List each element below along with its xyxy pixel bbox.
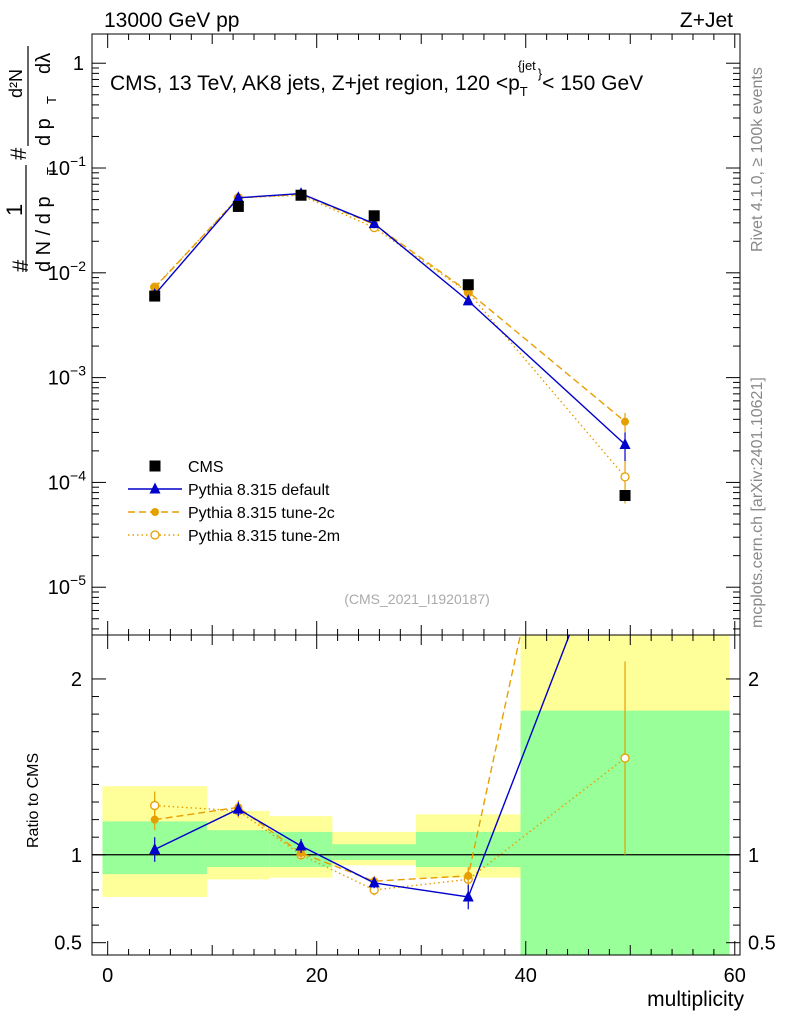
analysis-watermark: (CMS_2021_I1920187) <box>344 591 490 607</box>
series-line-pythia-8-315-default <box>154 192 626 446</box>
data-point-pythia-8-315-tune-2c <box>621 417 630 426</box>
legend-label: Pythia 8.315 tune-2m <box>188 528 340 545</box>
title-sup-jet: {jet <box>518 58 536 73</box>
series-cms <box>149 189 631 502</box>
ylabel-d2n: d²N <box>6 69 26 98</box>
y-tick-label: 10−5 <box>48 572 86 599</box>
ratio-point-pythia-8-315-default <box>462 890 474 902</box>
ylabel-one: 1 <box>2 204 27 216</box>
legend-marker <box>151 508 159 516</box>
data-point-cms <box>295 189 307 201</box>
rivet-version-label: Rivet 4.1.0, ≥ 100k events <box>749 67 766 252</box>
title-tail: < 150 GeV <box>542 72 643 95</box>
y-tick-base: 10 <box>48 368 70 390</box>
ylabel-hash-1: # <box>8 259 33 272</box>
legend-marker <box>150 530 160 540</box>
series-line-pythia-8-315-tune-2m <box>154 194 626 478</box>
uncertainty-band-green <box>332 844 416 861</box>
ratio-point-pythia-8-315-default <box>295 839 307 851</box>
title-sup-close: } <box>538 66 543 81</box>
main-plot-area <box>92 34 740 635</box>
ratio-y-tick-label-right: 1 <box>748 845 759 867</box>
x-tick-label: 0 <box>102 965 113 987</box>
y-tick-exponent: −1 <box>70 153 86 169</box>
legend-label: Pythia 8.315 default <box>188 482 330 499</box>
ylabel-dlambda: dλ <box>33 53 55 74</box>
y-tick-base: 10 <box>48 577 70 599</box>
main-y-axis-title: # 1 d N / d p T # d²N d p T dλ <box>2 46 59 272</box>
ylabel-dpt: d p <box>33 118 55 146</box>
ratio-point-pythia-8-315-default <box>232 802 244 814</box>
ratio-y-tick-label-left: 2 <box>71 669 82 691</box>
data-point-pythia-8-315-default <box>232 191 244 203</box>
data-point-pythia-8-315-tune-2m <box>620 472 630 482</box>
x-axis-title: multiplicity <box>647 988 744 1011</box>
ratio-line-pythia-8-315-tune-2c <box>154 635 522 882</box>
y-tick-exponent: −4 <box>70 467 86 483</box>
legend-entry-pythia-8-315-default: Pythia 8.315 default <box>128 482 330 499</box>
ratio-y-axis-title: Ratio to CMS <box>25 753 42 848</box>
header-energy-label: 13000 GeV pp <box>104 9 239 32</box>
data-point-pythia-8-315-default <box>368 217 380 229</box>
ratio-point-pythia-8-315-tune-2c <box>150 815 159 824</box>
header-process-label: Z+Jet <box>680 9 733 32</box>
legend-marker <box>149 482 161 494</box>
ratio-y-tick-label-right: 2 <box>748 669 759 691</box>
ylabel-hash-2: # <box>6 147 31 160</box>
legend-entry-cms: CMS <box>149 459 224 476</box>
legend-marker <box>149 460 161 472</box>
y-tick-label: 10−3 <box>48 363 86 390</box>
title-main: CMS, 13 TeV, AK8 jets, Z+jet region, 120… <box>110 72 520 95</box>
x-tick-label: 60 <box>724 965 746 987</box>
ratio-y-tick-label-left: 0.5 <box>54 933 82 955</box>
uncertainty-band-green <box>206 830 270 868</box>
y-tick-exponent: −5 <box>70 572 86 588</box>
ylabel-t-sub-2: T <box>44 96 59 104</box>
legend: CMS Pythia 8.315 default Pythia 8.315 tune… <box>128 459 340 545</box>
chart-title: CMS, 13 TeV, AK8 jets, Z+jet region, 120… <box>110 58 643 99</box>
legend-label: CMS <box>188 459 224 476</box>
ratio-point-pythia-8-315-tune-2c <box>464 871 473 880</box>
y-tick-label: 10−1 <box>48 153 86 180</box>
data-point-cms <box>462 279 474 291</box>
data-point-pythia-8-315-default <box>619 438 631 450</box>
mcplots-label: mcplots.cern.ch [arXiv:2401.10621] <box>749 377 766 628</box>
data-point-cms <box>232 200 244 212</box>
ylabel-t-sub-1: T <box>44 167 59 175</box>
data-point-pythia-8-315-tune-2c <box>150 283 159 292</box>
y-tick-base: 10 <box>48 263 70 285</box>
ratio-line-pythia-8-315-tune-2m <box>154 757 626 891</box>
legend-entry-pythia-8-315-tune-2m: Pythia 8.315 tune-2m <box>128 528 340 545</box>
data-point-cms <box>619 490 631 502</box>
data-point-cms <box>149 290 161 302</box>
ratio-plot-frame <box>91 634 741 956</box>
ratio-line-pythia-8-315-default <box>154 635 571 898</box>
y-tick-label: 10−2 <box>48 258 86 285</box>
uncertainty-band-green <box>416 831 521 868</box>
series-line-pythia-8-315-tune-2c <box>154 193 626 423</box>
y-tick-base: 10 <box>48 472 70 494</box>
y-tick-label: 10−4 <box>48 467 86 494</box>
ratio-point-pythia-8-315-tune-2m <box>150 800 160 811</box>
ratio-point-pythia-8-315-tune-2m <box>620 753 630 763</box>
x-tick-label: 20 <box>306 965 328 987</box>
ratio-point-pythia-8-315-default <box>149 843 161 855</box>
x-tick-label: 40 <box>515 965 537 987</box>
title-sub-t: T <box>520 84 528 99</box>
data-point-cms <box>368 210 380 222</box>
ratio-series-pythia-8-315-default <box>149 635 571 910</box>
y-tick-exponent: −2 <box>70 258 86 274</box>
ratio-point-pythia-8-315-default <box>368 876 380 888</box>
y-tick-base: 10 <box>48 158 70 180</box>
ratio-y-tick-label-left: 1 <box>71 845 82 867</box>
y-tick-exponent: −3 <box>70 363 86 379</box>
data-point-pythia-8-315-default <box>462 294 474 306</box>
legend-entry-pythia-8-315-tune-2c: Pythia 8.315 tune-2c <box>128 505 335 522</box>
ratio-y-tick-label-right: 0.5 <box>748 933 776 955</box>
y-tick-label: 1 <box>73 53 84 75</box>
ylabel-dn-over-dpt: d N / d p <box>33 196 55 272</box>
legend-label: Pythia 8.315 tune-2c <box>188 505 335 522</box>
